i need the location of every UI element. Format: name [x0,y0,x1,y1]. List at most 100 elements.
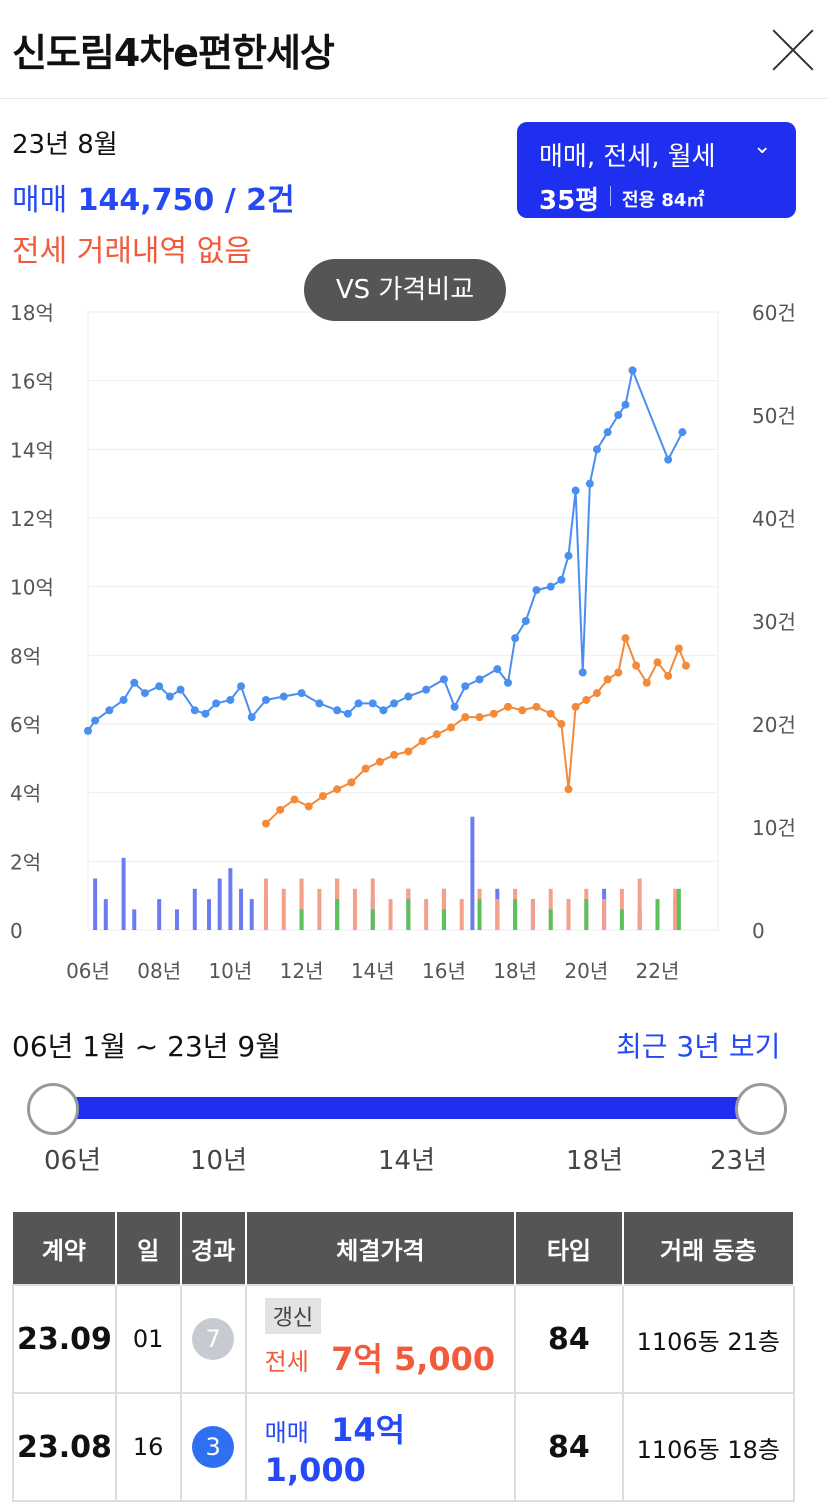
sale-price-point [628,366,637,375]
sale-volume-bar [249,899,254,930]
sale-price-point [105,706,114,715]
y-tick-label: 10억 [10,576,54,600]
sale-label: 매매 [12,183,68,218]
jeonse-price-point [546,709,555,718]
summary-sale: 매매 144,750 / 2건 [12,175,295,219]
sale-price-point [546,582,555,591]
y2-tick-label: 10건 [752,816,796,840]
sale-price-point [390,699,399,708]
jeonse-volume-bar [566,899,571,930]
elapsed-cell: 7 [179,1284,247,1394]
range-start-handle[interactable] [27,1083,79,1135]
jeonse-price-point [475,713,484,722]
jeonse-price-point [592,689,601,698]
price-label: 매매 [264,1419,309,1447]
day-cell: 01 [114,1284,182,1394]
jeonse-price-point [557,720,566,728]
y-tick-label: 6억 [10,713,41,737]
jeonse-price-line [265,634,687,825]
jeonse-volume-bar [459,899,464,930]
jeonse-price-point [653,658,662,667]
y2-tick-label: 30건 [752,610,796,634]
sale-price-point [212,699,221,708]
range-tick: 10년 [190,1146,248,1176]
jeonse-price-point [642,678,651,687]
jeonse-price-point [518,706,527,715]
sale-price-point [678,428,687,437]
price-chart: 18억 16억 14억 12억 10억 8억 6억 4억 2억 0 60건 50건 40건 30건 20건 1… [10,301,796,983]
jeonse-price-point [404,747,413,756]
compare-button[interactable]: VS 가격비교 [304,259,506,321]
sale-price-point [461,682,470,691]
x-tick-label: 06년 [66,959,110,983]
jeonse-price-point [276,805,285,814]
sale-price-point [261,695,270,704]
range-tick: 18년 [566,1146,624,1176]
sale-price-line [87,366,684,732]
jeonse-price-point [261,819,270,828]
sale-price-point [404,692,413,701]
dong-floor-cell: 1106동 21층 [621,1284,796,1394]
sale-price-point [165,692,174,701]
trade-filter-button[interactable]: 매매, 전세, 월세 ⌄ 35평 전용 84㎡ [517,122,796,218]
header: 신도림4차e편한세상 [0,0,827,99]
monthly-volume-bar [619,909,624,930]
dong-floor-cell: 1106동 18층 [621,1392,796,1502]
summary-jeonse: 전세 거래내역 없음 [12,234,252,269]
range-slider-track[interactable] [50,1097,760,1119]
sale-price-point [450,702,459,711]
close-icon[interactable] [770,26,816,72]
jeonse-volume-bar [299,878,304,930]
jeonse-price-point [304,802,313,811]
sale-price-point [176,685,185,694]
jeonse-price-point [674,644,683,653]
x-tick-label: 12년 [280,959,324,983]
sale-price-point [664,455,673,464]
jeonse-price-point [571,702,580,711]
sale-price-point [592,445,601,454]
monthly-volume-bar [513,899,518,930]
range-tick: 06년 [44,1146,102,1176]
sale-price-point [603,428,612,437]
day-cell: 16 [114,1392,182,1502]
x-tick-label: 22년 [636,959,680,983]
jeonse-price-point [681,661,690,670]
y-tick-label: 8억 [10,644,41,668]
jeonse-price-point [461,713,470,722]
sale-price-point [237,682,246,691]
sale-price-point [521,617,530,625]
sale-volume-bar [93,878,98,930]
price-label: 전세 [264,1348,309,1376]
sale-price-point [343,709,352,718]
sale-price-point [315,699,324,708]
table-row[interactable]: 23.08 16 3 매매 14억 1,000 84 1106동 18층 [12,1392,796,1502]
jeonse-volume-bar [602,899,607,930]
sale-price-point [475,675,484,684]
table-row[interactable]: 23.09 01 7 갱신 전세 7억 5,000 84 1106동 21층 [12,1284,796,1394]
y2-tick-label: 40건 [752,507,796,531]
filter-divider [610,186,611,206]
range-end-handle[interactable] [735,1083,787,1135]
col-type: 타입 [515,1212,624,1285]
monthly-volume-bar [335,899,340,930]
recent-3y-link[interactable]: 최근 3년 보기 [616,1030,781,1063]
sale-price-point [297,689,306,698]
sale-price-point [422,685,431,694]
monthly-volume-bar [584,899,589,930]
sale-price-point [190,706,199,715]
sale-price-point [119,695,128,704]
sale-price-point [585,479,594,488]
sale-price-point [532,586,541,595]
monthly-volume-bar [655,899,660,930]
renewal-tag: 갱신 [264,1298,322,1334]
sale-volume-bar [470,816,475,930]
sale-price-point [91,716,100,725]
sale-volume-bar [121,857,126,930]
trade-table: 계약 일 경과 체결가격 타입 거래 동층 23.09 01 7 갱신 전세 7… [12,1212,796,1502]
jeonse-volume-bar [317,888,322,930]
jeonse-volume-bar [495,899,500,930]
jeonse-price-point [632,661,641,670]
sale-price-point [511,634,520,643]
jeonse-volume-bar [281,888,286,930]
monthly-volume-bar [676,888,681,930]
